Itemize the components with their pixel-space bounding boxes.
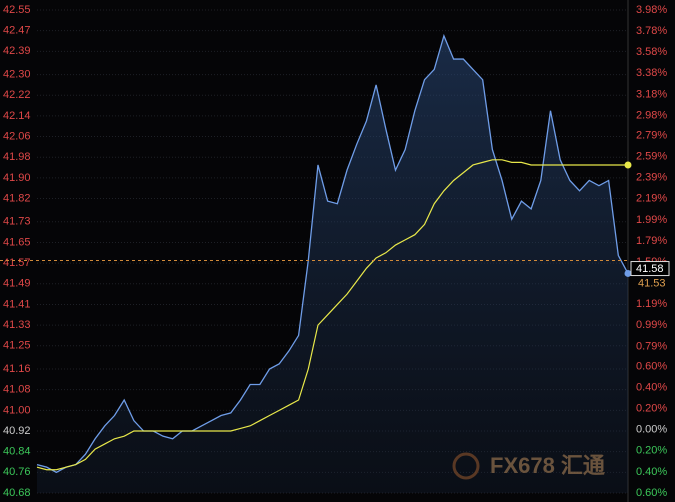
y-tick-label: 41.00 [3,404,31,416]
y-tick-label: 42.30 [3,68,31,80]
y-tick-label: 41.57 [3,257,31,269]
y2-tick-label: 1.79% [636,235,667,247]
price-line [36,33,629,474]
y-tick-label: 40.68 [3,487,31,499]
y2-tick-label: 1.99% [636,214,667,226]
y-tick-label: 41.41 [3,298,31,310]
y-tick-label: 41.98 [3,151,31,163]
y-tick-label: 42.47 [3,25,31,37]
reference-label: 41.58 [636,263,664,275]
y-tick-label: 41.33 [3,319,31,331]
y2-tick-label: 0.40% [636,381,667,393]
y2-tick-label: 0.99% [636,319,667,331]
average-line [36,159,628,471]
y2-tick-label: 2.59% [636,150,667,162]
y-tick-label: 41.49 [3,278,31,290]
y2-tick-label: 2.79% [636,129,667,141]
y-tick-label: 40.84 [3,446,31,458]
y2-tick-label: 3.58% [636,46,667,58]
y2-tick-label: 0.40% [636,466,667,478]
y2-tick-label: 0.60% [636,360,667,372]
y-tick-label: 41.65 [3,236,31,248]
y2-tick-label: 2.98% [636,109,667,121]
y-tick-label: 42.14 [3,110,31,122]
y-tick-label: 41.25 [3,340,31,352]
logo [452,452,480,480]
y-tick-label: 41.08 [3,384,31,396]
y2-tick-label: 0.20% [636,403,667,415]
y2-tick-label: 3.18% [636,88,667,100]
y2-tick-label: 3.38% [636,67,667,79]
y2-tick-label: 2.39% [636,172,667,184]
y-tick-label: 42.55 [3,4,31,16]
y-tick-label: 42.22 [3,89,31,101]
y2-tick-label: 2.19% [636,193,667,205]
y2-tick-label: 1.19% [636,298,667,310]
y2-tick-label: 0.79% [636,340,667,352]
last-price-label: 41.53 [638,277,666,289]
y-tick-label: 41.16 [3,363,31,375]
y2-tick-label: 0.20% [636,445,667,457]
y-tick-label: 42.06 [3,130,31,142]
watermark: FX678 汇通 [490,453,605,478]
y-tick-label: 41.73 [3,216,31,228]
y-tick-label: 41.82 [3,192,31,204]
y-tick-label: 40.76 [3,466,31,478]
y-tick-label: 41.90 [3,172,31,184]
reference-box [630,261,670,277]
y2-tick-label: 0.60% [636,487,667,499]
y2-tick-label: 0.00% [636,424,667,436]
y-tick-label: 40.92 [3,425,31,437]
y2-tick-label: 3.98% [636,4,667,16]
y2-tick-label: 3.78% [636,25,667,37]
price-area [37,35,628,493]
y-tick-label: 42.39 [3,45,31,57]
end-dot [624,161,632,169]
end-dot [624,269,632,277]
